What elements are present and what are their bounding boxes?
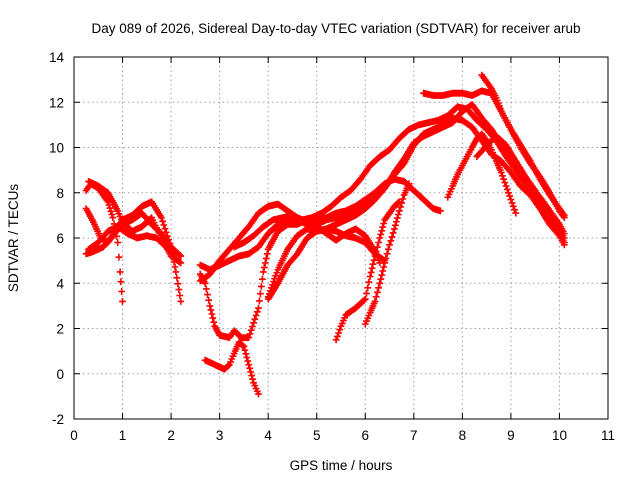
y-tick-label: -2 (52, 412, 64, 427)
series-arc-17 (473, 132, 568, 242)
x-tick-label: 10 (552, 428, 567, 443)
series-arc-5 (85, 223, 180, 258)
x-tick-label: 5 (313, 428, 321, 443)
y-tick-label: 8 (56, 186, 64, 201)
series-arc-4 (85, 178, 185, 267)
x-tick-label: 9 (507, 428, 515, 443)
marker-plus-series (264, 101, 568, 303)
marker-plus-series (332, 198, 403, 344)
y-tick-label: 12 (49, 95, 64, 110)
data-markers (82, 71, 568, 398)
x-tick-label: 3 (216, 428, 224, 443)
marker-plus-series (264, 225, 389, 301)
marker-plus-series (201, 338, 262, 398)
marker-plus-series (478, 71, 568, 219)
series-arc-9 (201, 338, 262, 398)
y-axis-label: SDTVAR / TECUs (6, 184, 21, 293)
x-tick-label: 2 (167, 428, 175, 443)
series-arc-18 (264, 225, 389, 301)
series-arc-16 (444, 130, 520, 217)
x-axis-label: GPS time / hours (290, 458, 393, 473)
marker-plus-series (473, 132, 568, 242)
series-arc-11 (264, 101, 568, 303)
series-arc-15 (478, 71, 568, 219)
y-tick-label: 10 (49, 141, 64, 156)
x-tick-label: 7 (410, 428, 418, 443)
marker-plus-series (85, 178, 185, 267)
x-tick-label: 8 (459, 428, 467, 443)
axis-ticks (73, 56, 609, 420)
x-tick-label: 0 (70, 428, 78, 443)
marker-plus-series (85, 223, 180, 258)
chart-title: Day 089 of 2026, Sidereal Day-to-day VTE… (92, 21, 581, 36)
y-tick-label: 2 (56, 322, 64, 337)
x-tick-label: 11 (601, 428, 615, 443)
x-tick-label: 4 (264, 428, 272, 443)
y-tick-label: 0 (56, 367, 64, 382)
x-tick-label: 6 (362, 428, 370, 443)
x-tick-label: 1 (119, 428, 127, 443)
marker-plus-series (444, 130, 520, 217)
y-tick-label: 14 (49, 50, 65, 65)
series-arc-12 (332, 198, 403, 344)
y-tick-label: 4 (56, 276, 64, 291)
y-tick-label: 6 (56, 231, 64, 246)
